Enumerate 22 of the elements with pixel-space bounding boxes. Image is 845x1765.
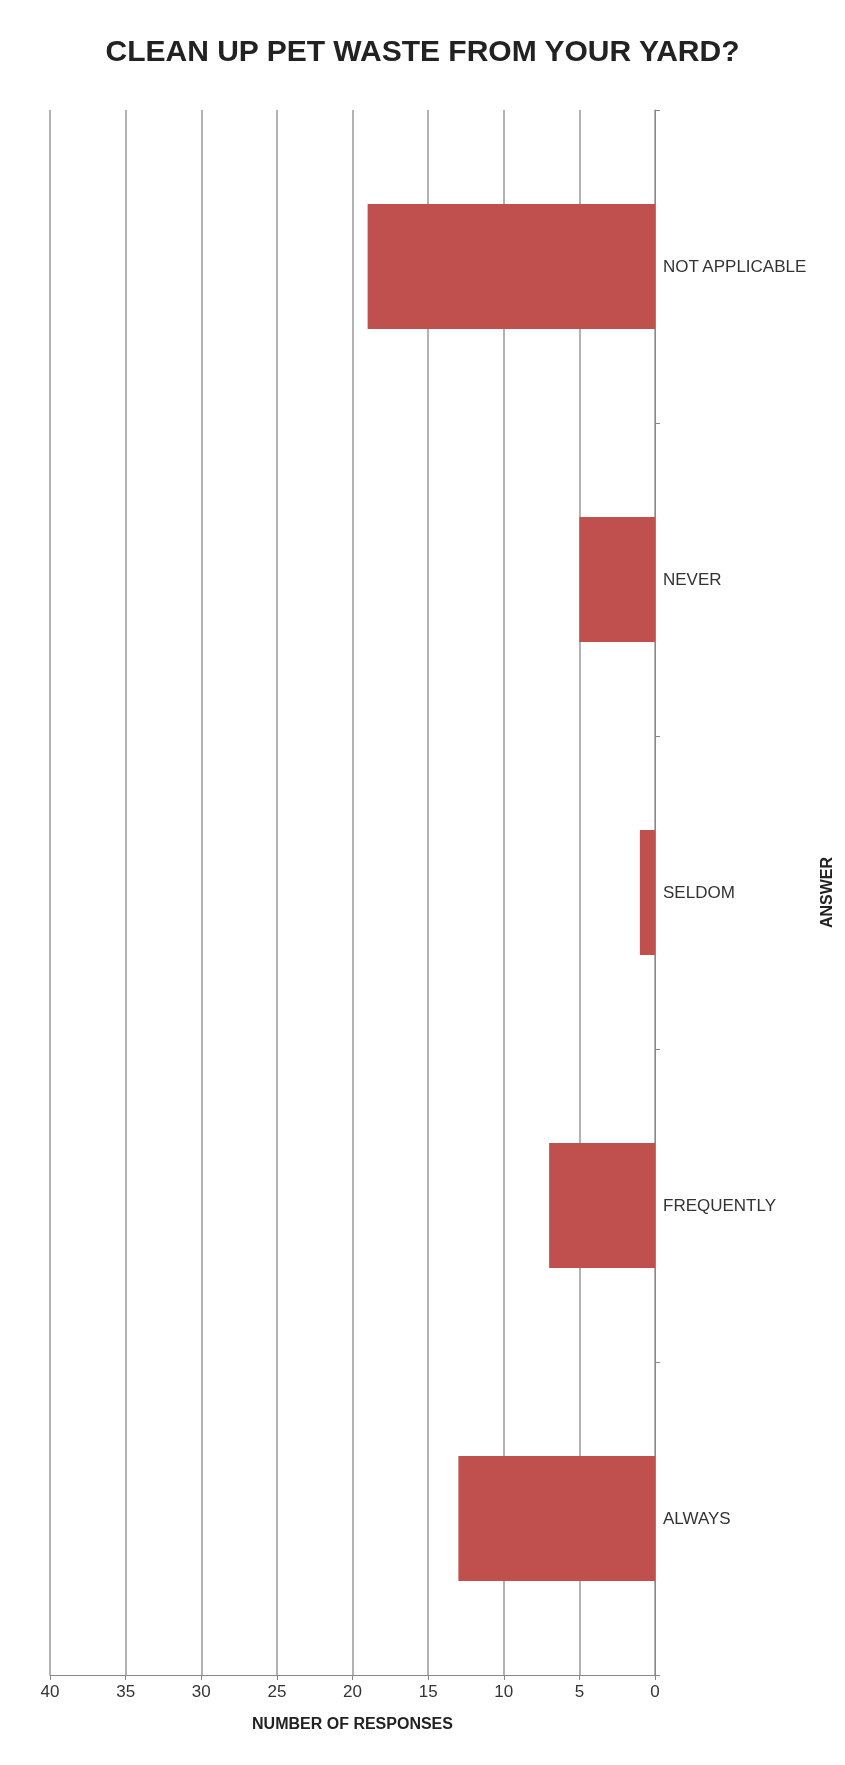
x-tick-label: 25 — [267, 1682, 287, 1701]
chart-title: CLEAN UP PET WASTE FROM YOUR YARD? — [105, 33, 740, 67]
x-axis-title: NUMBER OF RESPONSES — [252, 1714, 454, 1732]
bar — [458, 1455, 655, 1582]
x-tick-label: 15 — [418, 1682, 438, 1701]
bar — [579, 516, 655, 643]
bar — [367, 203, 655, 330]
x-tick-label: 10 — [494, 1682, 514, 1701]
x-tick-label: 20 — [343, 1682, 362, 1701]
bar — [639, 829, 655, 956]
y-tick-label: FREQUENTLY — [663, 1196, 777, 1215]
y-tick-label: NOT APPLICABLE — [663, 257, 807, 276]
y-tick-label: SELDOM — [663, 883, 735, 902]
y-axis-title: ANSWER — [817, 856, 835, 929]
x-tick-label: 35 — [116, 1682, 136, 1701]
y-tick-label: ALWAYS — [663, 1509, 731, 1528]
x-tick-label: 30 — [191, 1682, 211, 1701]
x-tick-label: 40 — [40, 1682, 60, 1701]
y-tick-label: NEVER — [663, 570, 722, 589]
x-tick-label: 5 — [574, 1682, 585, 1701]
bar — [549, 1142, 655, 1269]
x-tick-label: 0 — [650, 1682, 660, 1701]
